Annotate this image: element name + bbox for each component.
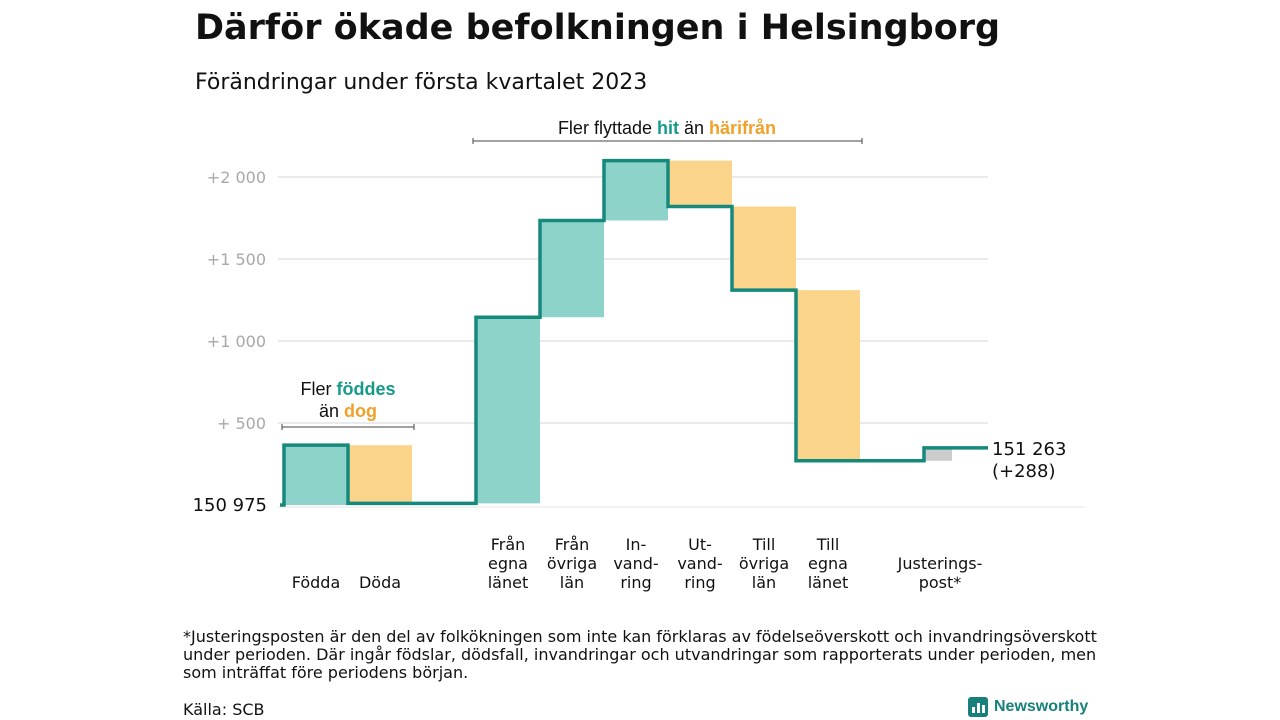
category-label: Döda xyxy=(359,573,401,592)
newsworthy-logo-icon xyxy=(968,697,988,717)
y-tick-label: +1 000 xyxy=(207,332,266,351)
category-label: In- xyxy=(626,535,647,554)
category-label: vand- xyxy=(677,554,722,573)
category-label: vand- xyxy=(613,554,658,573)
births-annotation-line1: Fler föddes xyxy=(300,379,395,399)
waterfall-bar xyxy=(541,220,604,318)
deaths-annotation-prefix: än xyxy=(319,401,344,421)
category-label: Till xyxy=(816,535,840,554)
migration-annotation-highlight-harifran: härifrån xyxy=(709,118,776,138)
category-label: Från xyxy=(555,535,590,554)
category-label: län xyxy=(560,573,584,592)
category-label: Justerings- xyxy=(897,554,983,573)
waterfall-bar xyxy=(668,160,732,207)
waterfall-bar xyxy=(283,445,348,505)
waterfall-chart: + 500 +1 000 +1 500 +2 000 150 975 151 263(+2… xyxy=(193,118,1085,592)
category-label: län xyxy=(752,573,776,592)
category-label: länet xyxy=(808,573,849,592)
chart-subtitle: Förändringar under första kvartalet 2023 xyxy=(195,70,648,95)
category-label: Ut- xyxy=(688,535,712,554)
y-tick-label: +2 000 xyxy=(207,168,266,187)
waterfall-bar xyxy=(924,447,952,461)
births-annotation-highlight: föddes xyxy=(336,379,395,399)
category-label: övriga xyxy=(739,554,789,573)
waterfall-bar xyxy=(349,445,412,504)
footnote: *Justeringsposten är den del av folkökni… xyxy=(183,627,1097,682)
end-value-label: 151 263 xyxy=(992,439,1066,460)
brand-name: Newsworthy xyxy=(994,698,1089,715)
births-annotation-line2: än dog xyxy=(319,401,377,421)
category-label: länet xyxy=(488,573,529,592)
y-tick-label: +1 500 xyxy=(207,250,266,269)
source-note: Källa: SCB xyxy=(183,700,265,719)
end-change-label: (+288) xyxy=(992,461,1055,482)
waterfall-bar xyxy=(796,290,860,461)
category-label: Till xyxy=(752,535,776,554)
migration-annotation: Fler flyttade hit än härifrån xyxy=(558,118,776,138)
category-label: egna xyxy=(488,554,528,573)
waterfall-bar xyxy=(475,317,540,504)
category-label: egna xyxy=(808,554,848,573)
births-annotation-prefix: Fler xyxy=(300,379,336,399)
category-label: övriga xyxy=(547,554,597,573)
brand-logo: Newsworthy xyxy=(968,697,1088,717)
y-tick-label: + 500 xyxy=(217,414,266,433)
category-label: Födda xyxy=(292,573,341,592)
migration-annotation-middle: än xyxy=(679,118,709,138)
category-label: ring xyxy=(684,573,715,592)
migration-annotation-highlight-hit: hit xyxy=(657,118,679,138)
waterfall-bar xyxy=(604,160,668,221)
category-label: ring xyxy=(620,573,651,592)
deaths-annotation-highlight: dog xyxy=(344,401,377,421)
category-label: post* xyxy=(919,573,962,592)
chart-title: Därför ökade befolkningen i Helsingborg xyxy=(195,8,1001,48)
start-value-label: 150 975 xyxy=(193,495,267,516)
running-total-line xyxy=(280,158,988,507)
category-label: Från xyxy=(491,535,526,554)
migration-annotation-prefix: Fler flyttade xyxy=(558,118,657,138)
waterfall-bar xyxy=(732,206,796,291)
